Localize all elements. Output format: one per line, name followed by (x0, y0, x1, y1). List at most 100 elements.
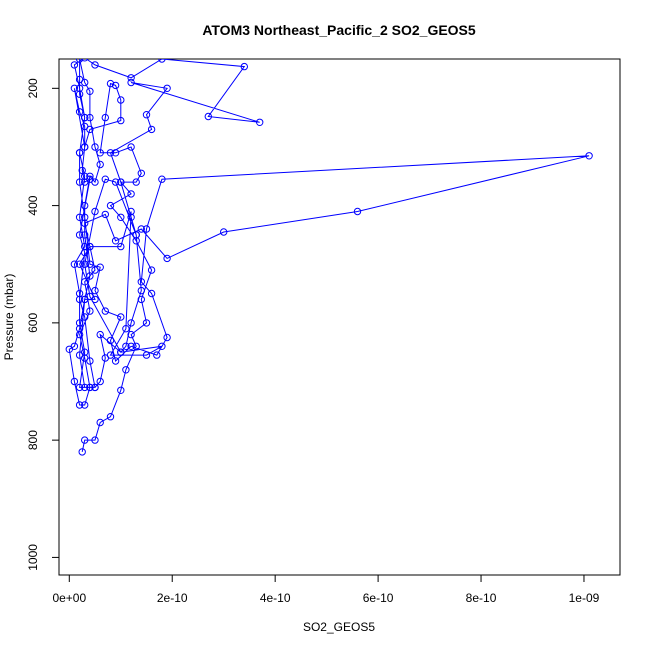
data-point (158, 59, 166, 63)
data-point (142, 351, 151, 359)
data-point (142, 225, 151, 233)
data-point (75, 213, 84, 222)
data-point (81, 219, 89, 227)
data-point (256, 118, 264, 127)
data-point (75, 325, 84, 333)
data-point (75, 401, 84, 409)
data-point (81, 231, 89, 239)
data-point (158, 175, 166, 183)
data-point (86, 272, 94, 280)
data-point (147, 125, 156, 134)
data-point (81, 143, 89, 151)
data-point (163, 254, 171, 263)
data-point (96, 330, 104, 339)
data-point (91, 207, 99, 216)
series-group (65, 59, 593, 456)
data-point (117, 96, 125, 104)
data-point (81, 383, 89, 392)
data-point (75, 351, 84, 359)
data-point (106, 351, 115, 359)
data-point (117, 242, 125, 251)
data-point (137, 286, 146, 295)
series-line (68, 59, 590, 453)
data-point (86, 307, 94, 315)
data-point (101, 210, 110, 219)
data-point (75, 295, 84, 304)
data-point (75, 231, 84, 239)
data-point (86, 242, 94, 251)
data-point (96, 263, 104, 271)
data-point (137, 278, 146, 286)
y-tick-label: 400 (26, 195, 40, 215)
data-point (122, 366, 130, 374)
y-tick-label: 1000 (26, 544, 40, 571)
data-point (81, 260, 89, 268)
data-point (86, 87, 94, 96)
data-point (111, 237, 120, 245)
data-point (91, 383, 99, 392)
data-point (81, 201, 89, 210)
data-point (127, 342, 135, 350)
data-point (220, 228, 228, 236)
y-axis: 200 400 600 800 1000 (26, 78, 60, 571)
data-point (78, 166, 86, 175)
data-point (81, 313, 89, 321)
data-point (127, 190, 135, 198)
data-point (111, 81, 120, 90)
data-point (81, 78, 89, 87)
data-point (132, 342, 140, 350)
data-point (75, 59, 84, 63)
data-point (127, 213, 135, 222)
data-point (75, 383, 84, 392)
data-point (111, 357, 120, 365)
data-point (81, 401, 89, 409)
data-point (106, 413, 115, 421)
data-point (86, 383, 94, 392)
x-tick-label: 4e-10 (260, 591, 291, 605)
data-point (75, 90, 84, 98)
data-point (163, 333, 171, 342)
data-point (117, 178, 125, 186)
data-point (96, 160, 104, 169)
y-tick-label: 600 (26, 313, 40, 333)
data-point (132, 231, 140, 239)
data-point (106, 149, 115, 157)
data-point (147, 266, 156, 274)
data-point (127, 330, 135, 339)
chart-title: ATOM3 Northeast_Pacific_2 SO2_GEOS5 (202, 22, 476, 38)
data-point (132, 178, 140, 186)
data-point (153, 351, 161, 359)
data-point (75, 149, 84, 157)
data-point (96, 377, 104, 386)
data-point (101, 307, 110, 315)
data-point (86, 113, 94, 122)
data-point (111, 178, 120, 186)
x-axis: 0e+00 2e-10 4e-10 6e-10 8e-10 1e-09 (52, 574, 600, 605)
plot-frame (58, 58, 621, 576)
data-point (75, 84, 84, 93)
data-point (81, 59, 89, 62)
data-point (75, 108, 84, 116)
data-point (127, 143, 135, 151)
data-point (122, 342, 130, 350)
data-point (137, 169, 146, 178)
data-point (81, 248, 89, 257)
data-point (127, 207, 135, 216)
data-point (70, 61, 79, 69)
data-point (127, 319, 135, 327)
data-point (91, 61, 99, 69)
data-point (78, 448, 86, 456)
data-point (122, 325, 130, 333)
data-point (204, 112, 213, 121)
data-point (117, 348, 125, 356)
data-point (70, 84, 79, 93)
y-axis-label: Pressure (mbar) (2, 274, 16, 361)
data-point (117, 313, 125, 321)
data-point (353, 207, 362, 216)
data-point (117, 116, 125, 125)
data-point (86, 172, 94, 181)
x-axis-label: SO2_GEOS5 (303, 620, 375, 634)
data-point (127, 78, 135, 87)
data-point (106, 201, 115, 210)
